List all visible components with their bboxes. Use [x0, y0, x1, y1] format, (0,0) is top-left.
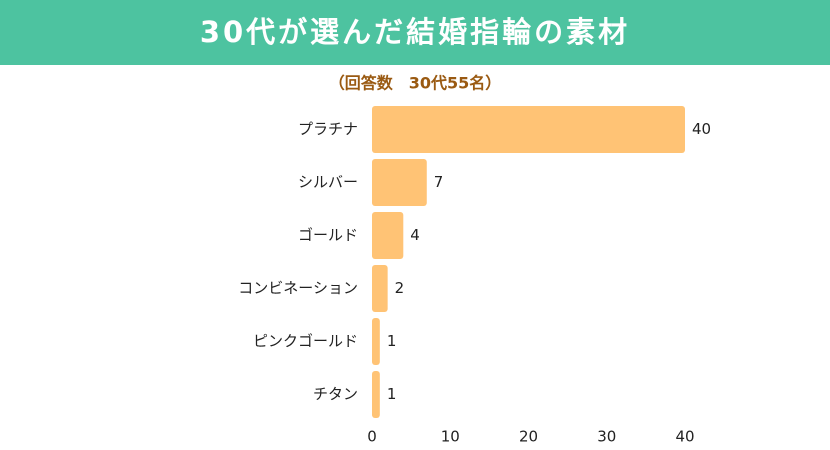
value-label: 1 [387, 385, 397, 403]
x-tick-label: 40 [675, 428, 694, 446]
y-tick-label: チタン [313, 385, 358, 403]
chart-subtitle: （回答数 30代55名） [329, 74, 502, 93]
value-label: 7 [434, 173, 444, 191]
bar [372, 212, 404, 259]
x-tick-label: 20 [519, 428, 538, 446]
y-tick-label: プラチナ [298, 120, 358, 138]
bar [372, 371, 380, 418]
chart-title: 30代が選んだ結婚指輪の素材 [200, 15, 630, 49]
bar [372, 106, 685, 153]
value-label: 40 [692, 120, 711, 138]
x-tick-label: 10 [441, 428, 460, 446]
y-tick-label: ピンクゴールド [253, 332, 358, 350]
value-label: 1 [387, 332, 397, 350]
value-label: 2 [395, 279, 405, 297]
y-tick-label: ゴールド [298, 226, 358, 244]
y-tick-label: シルバー [298, 173, 358, 191]
bar [372, 159, 427, 206]
title-banner [0, 0, 830, 65]
bar [372, 318, 380, 365]
value-label: 4 [410, 226, 420, 244]
bar [372, 265, 388, 312]
x-tick-label: 0 [367, 428, 377, 446]
y-tick-label: コンビネーション [238, 279, 358, 297]
x-tick-label: 30 [597, 428, 616, 446]
